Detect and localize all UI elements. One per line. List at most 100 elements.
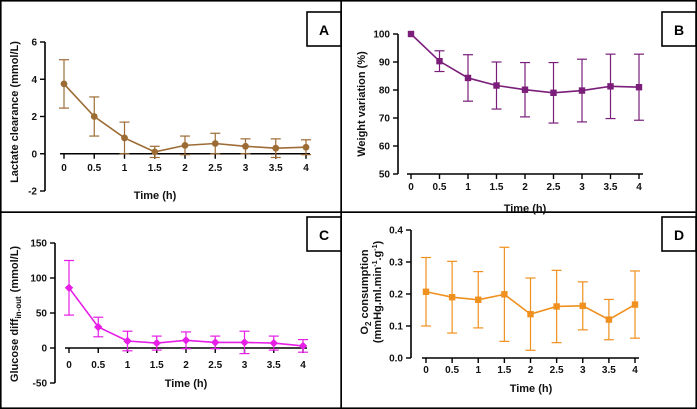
panel-a-y-tick-label: 2 bbox=[31, 112, 37, 123]
panel-d-y-title-unit-a: (mmHg.ml.min bbox=[372, 266, 384, 343]
panel-b-x-tick-label: 1 bbox=[465, 182, 471, 193]
panel-a-x-tick-label: 0 bbox=[61, 163, 67, 174]
panel-b-y-tick-label: 90 bbox=[379, 58, 391, 69]
panel-c-x-tick-label: 0.5 bbox=[91, 360, 105, 371]
panel-c-x-tick-label: 1.5 bbox=[150, 360, 164, 371]
panel-c-x-tick-label: 3.5 bbox=[267, 360, 281, 371]
panel-d-y-title-unit-b: .g bbox=[372, 251, 384, 261]
panel-d-y-title-subscript: 2 bbox=[364, 321, 373, 326]
panel-a-x-tick-label: 1 bbox=[122, 163, 128, 174]
panel-d-data-point bbox=[579, 302, 586, 310]
panel-a-x-tick-label: 3.5 bbox=[269, 163, 283, 174]
panel-d-y-axis-title-line2: (mmHg.ml.min-1.g-1) bbox=[372, 241, 384, 344]
panel-c-data-point bbox=[240, 338, 249, 347]
panel-b-data-point bbox=[521, 86, 529, 93]
panel-d-y-tick-label: 0.3 bbox=[389, 258, 403, 269]
panel-d-x-tick-label: 4 bbox=[632, 365, 638, 376]
panel-a-y-tick-label: 4 bbox=[31, 75, 37, 86]
panel-a-letter: A bbox=[319, 22, 329, 38]
panel-b-x-tick-label: 3.5 bbox=[604, 182, 618, 193]
panel-d-y-title-o: O bbox=[359, 326, 371, 335]
panel-d-data-point bbox=[448, 294, 456, 301]
panel-c-y-tick-label: 150 bbox=[30, 239, 47, 250]
panel-a-data-point bbox=[242, 142, 249, 150]
panel-d-x-tick-label: 2 bbox=[528, 365, 534, 376]
panel-d-y-tick-label: 0.1 bbox=[389, 322, 403, 333]
panel-b-data-point bbox=[436, 57, 443, 65]
panel-b-x-tick-label: 0 bbox=[408, 182, 414, 193]
panel-c-data-point bbox=[152, 338, 161, 348]
panel-b-x-tick-label: 2.5 bbox=[547, 182, 561, 193]
panel-b-x-tick-label: 0.5 bbox=[433, 182, 447, 193]
panel-c-y-axis-title-main: Glucose diff bbox=[9, 318, 21, 382]
panel-d-data-point bbox=[631, 301, 639, 308]
panel-c-x-tick-label: 1 bbox=[125, 360, 131, 371]
panel-a-data-point bbox=[181, 141, 189, 149]
panel-b-data-point bbox=[607, 83, 614, 90]
panel-a-x-tick-label: 0.5 bbox=[87, 163, 101, 174]
panel-b-data-point bbox=[550, 89, 557, 96]
panel-b-y-tick-label: 60 bbox=[379, 142, 391, 153]
panel-d-x-tick-label: 3 bbox=[580, 365, 586, 376]
panel-b-data-point bbox=[464, 74, 472, 82]
panel-c-x-tick-label: 2.5 bbox=[208, 360, 222, 371]
panel-d-y-title-unit-c: ) bbox=[372, 241, 384, 245]
panel-b-x-tick-label: 2 bbox=[522, 182, 528, 193]
panel-c-data-point bbox=[94, 322, 103, 332]
panel-d-data-point bbox=[605, 316, 613, 323]
panel-d-x-tick-label: 2.5 bbox=[550, 365, 564, 376]
panel-a-data-point bbox=[272, 144, 280, 152]
panel-d-data-point bbox=[527, 310, 534, 318]
panel-b-data-point bbox=[407, 30, 415, 38]
panel-d-letter: D bbox=[674, 227, 684, 243]
panel-d-x-tick-label: 0 bbox=[423, 365, 429, 376]
panel-a-x-tick-label: 2 bbox=[182, 163, 188, 174]
panel-c-x-tick-label: 4 bbox=[300, 360, 306, 371]
panel-b-data-point bbox=[493, 82, 500, 89]
panel-d-y-tick-label: 0.2 bbox=[389, 290, 403, 301]
panel-d-x-axis-title: Time (h) bbox=[510, 383, 553, 395]
panel-c-y-axis-title: Glucose diffin-out (mmol/L) bbox=[9, 246, 23, 383]
panel-a-x-tick-label: 1.5 bbox=[148, 163, 162, 174]
panel-a-x-axis-title: Time (h) bbox=[134, 190, 177, 202]
panel-c-x-tick-label: 2 bbox=[183, 360, 189, 371]
panel-a-y-tick-label: 0 bbox=[31, 149, 37, 160]
panel-a-data-point bbox=[90, 113, 98, 120]
panel-a-data-point bbox=[302, 143, 310, 151]
panel-c-x-axis-title: Time (h) bbox=[165, 378, 208, 390]
panel-d-data-point bbox=[475, 296, 482, 303]
panel-b-letter-box bbox=[661, 11, 697, 47]
panel-c-data-point bbox=[211, 338, 220, 347]
panel-c-y-axis-title-unit: (mmol/L) bbox=[9, 246, 21, 293]
panel-d-letter-box bbox=[661, 216, 697, 252]
panel-b-data-point bbox=[578, 87, 586, 94]
panel-c-letter: C bbox=[319, 227, 329, 243]
panel-c-y-tick-label: 0 bbox=[41, 344, 47, 355]
panel-b-data-point bbox=[635, 84, 643, 91]
panel-a-data-point bbox=[151, 148, 159, 156]
panel-a-frame bbox=[0, 0, 342, 213]
panel-c-x-tick-label: 3 bbox=[242, 360, 248, 371]
panel-d-y-tick-label: 0.0 bbox=[389, 354, 403, 365]
panel-b-letter: B bbox=[674, 22, 684, 38]
panel-a-data-point bbox=[121, 134, 128, 142]
panel-a-y-tick-label: -2 bbox=[28, 187, 37, 198]
panel-b-y-tick-label: 80 bbox=[379, 86, 391, 97]
panel-d-y-tick-label: 0.4 bbox=[389, 226, 403, 237]
panel-d-x-tick-label: 1.5 bbox=[497, 365, 511, 376]
panel-a-y-tick-label: 6 bbox=[31, 38, 37, 49]
panel-d-y-title-consumption: consumption bbox=[359, 249, 371, 321]
panel-c-y-tick-label: 50 bbox=[36, 309, 48, 320]
panel-d-frame bbox=[340, 211, 697, 409]
panel-b-y-tick-label: 100 bbox=[373, 30, 390, 41]
panel-b-y-tick-label: 70 bbox=[379, 114, 391, 125]
panel-a-x-tick-label: 4 bbox=[303, 163, 309, 174]
panel-b-y-axis-title: Weight variation (%) bbox=[356, 51, 368, 157]
panel-d-x-tick-label: 0.5 bbox=[445, 365, 459, 376]
panel-c-data-point bbox=[64, 283, 74, 292]
panel-a-data-point bbox=[211, 140, 219, 147]
panel-b-x-tick-label: 3 bbox=[579, 182, 585, 193]
